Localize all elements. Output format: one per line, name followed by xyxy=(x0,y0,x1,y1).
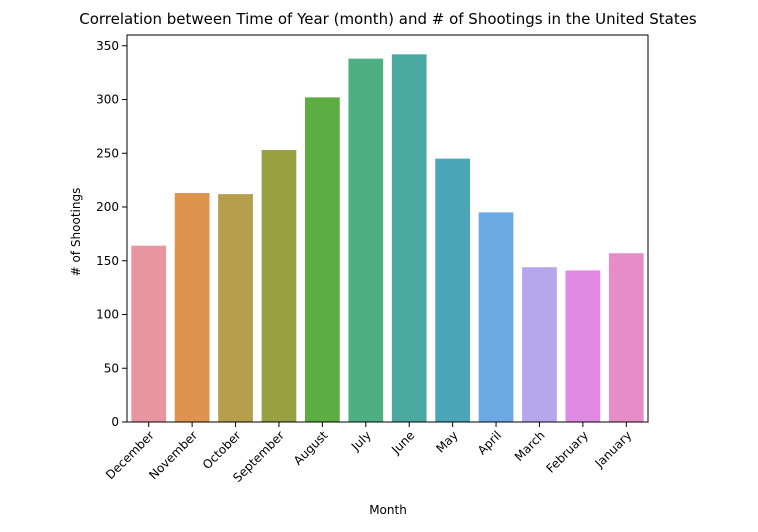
x-tick-label-january: January xyxy=(592,428,635,471)
x-tick-label-october: October xyxy=(200,428,244,472)
y-axis-label: # of Shootings xyxy=(69,188,83,277)
bar-june xyxy=(391,54,427,422)
bar-november xyxy=(174,193,210,422)
bar-april xyxy=(478,212,514,422)
x-tick-label-may: May xyxy=(433,428,460,455)
y-tick-label: 350 xyxy=(96,39,119,53)
bar-september xyxy=(261,150,297,422)
bar-february xyxy=(565,270,601,422)
bar-july xyxy=(348,58,384,423)
y-tick-label: 50 xyxy=(104,361,119,375)
y-tick-label: 300 xyxy=(96,93,119,107)
bar-january xyxy=(608,253,644,422)
y-tick-label: 100 xyxy=(96,308,119,322)
y-tick-label: 150 xyxy=(96,254,119,268)
y-tick-label: 0 xyxy=(111,415,119,429)
bar-march xyxy=(522,267,557,422)
bar-august xyxy=(305,97,340,422)
bar-december xyxy=(131,245,167,422)
x-tick-label-february: February xyxy=(543,428,591,476)
bar-october xyxy=(218,194,253,422)
x-tick-label-august: August xyxy=(291,428,331,468)
y-tick-label: 200 xyxy=(96,200,119,214)
y-axis: 0 50 100 150 200 250 300 350 xyxy=(96,39,127,429)
y-tick-label: 250 xyxy=(96,146,119,160)
bars-layer xyxy=(131,54,644,423)
x-tick-label-july: July xyxy=(348,428,374,454)
x-axis-label: Month xyxy=(369,503,407,517)
bar-may xyxy=(435,158,470,422)
chart-title: Correlation between Time of Year (month)… xyxy=(79,10,697,28)
x-tick-label-march: March xyxy=(512,428,548,464)
x-tick-label-april: April xyxy=(475,428,504,457)
x-tick-label-june: June xyxy=(388,428,417,457)
plot-frame xyxy=(126,34,649,423)
